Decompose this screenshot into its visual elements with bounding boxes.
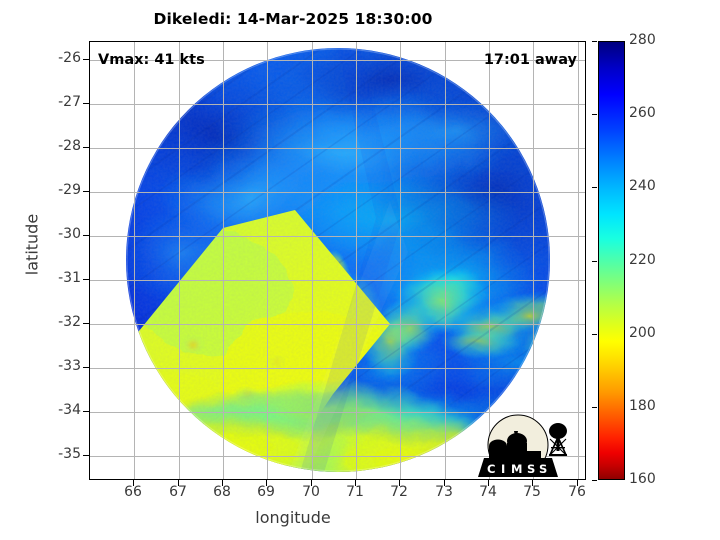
colorbar-tick-label: 180 — [629, 398, 656, 414]
x-tick-label: 70 — [302, 484, 320, 500]
y-tick-label: -33 — [58, 358, 81, 374]
x-tick-label: 68 — [213, 484, 231, 500]
gridline-horizontal — [90, 280, 585, 281]
y-tick — [83, 103, 89, 104]
x-tick-label: 72 — [390, 484, 408, 500]
gridline-horizontal — [90, 412, 585, 413]
y-tick-label: -32 — [58, 314, 81, 330]
y-tick — [83, 367, 89, 368]
water-tower-icon — [548, 423, 568, 456]
colorbar-tick — [592, 114, 597, 115]
gridline-vertical — [312, 42, 313, 479]
colorbar-gradient[interactable] — [598, 41, 625, 480]
x-tick-label: 71 — [346, 484, 364, 500]
y-tick — [83, 191, 89, 192]
y-tick — [83, 279, 89, 280]
x-tick-label: 67 — [169, 484, 187, 500]
vmax-annotation: Vmax: 41 kts — [98, 52, 205, 68]
x-tick-label: 66 — [124, 484, 142, 500]
y-tick — [83, 147, 89, 148]
y-tick-label: -27 — [58, 94, 81, 110]
x-tick — [355, 480, 356, 486]
gridline-horizontal — [90, 148, 585, 149]
colorbar-tick-label: 260 — [629, 105, 656, 121]
gridline-horizontal — [90, 456, 585, 457]
x-tick-label: 73 — [435, 484, 453, 500]
x-tick — [488, 480, 489, 486]
colorbar-tick-label: 160 — [629, 471, 656, 487]
x-tick — [311, 480, 312, 486]
y-tick — [83, 235, 89, 236]
colorbar-tick-label: 200 — [629, 325, 656, 341]
y-tick-label: -28 — [58, 138, 81, 154]
colorbar-tick — [592, 41, 597, 42]
colorbar-tick — [592, 187, 597, 188]
logo-letter: I — [501, 462, 505, 476]
x-tick-label: 69 — [257, 484, 275, 500]
y-tick-label: -29 — [58, 182, 81, 198]
heatmap-plot-area[interactable]: Vmax: 41 kts 17:01 away — [89, 41, 586, 480]
gridline-horizontal — [90, 324, 585, 325]
gridline-vertical — [267, 42, 268, 479]
brightness-temp-swath-image — [90, 42, 585, 479]
x-tick — [133, 480, 134, 486]
x-tick — [532, 480, 533, 486]
y-tick-label: -35 — [58, 446, 81, 462]
gridline-horizontal — [90, 60, 585, 61]
gridline-vertical — [578, 42, 579, 479]
x-tick-label: 75 — [523, 484, 541, 500]
colorbar-tick — [592, 334, 597, 335]
y-tick — [83, 323, 89, 324]
colorbar-tick-label: 280 — [629, 32, 656, 48]
gridline-horizontal — [90, 368, 585, 369]
colorbar-tick — [592, 407, 597, 408]
x-tick-label: 76 — [568, 484, 586, 500]
page-title: Dikeledi: 14-Mar-2025 18:30:00 — [153, 10, 433, 28]
x-tick — [577, 480, 578, 486]
y-tick-label: -31 — [58, 270, 81, 286]
logo-letter: M — [511, 462, 522, 476]
observatory-silhouette — [489, 431, 541, 459]
gridline-vertical — [445, 42, 446, 479]
x-tick — [399, 480, 400, 486]
gridline-vertical — [356, 42, 357, 479]
y-axis-title: latitude — [22, 213, 42, 276]
colorbar-tick — [592, 261, 597, 262]
logo-letter: S — [527, 462, 535, 476]
y-tick-label: -26 — [58, 50, 81, 66]
colorbar-tick-label: 240 — [629, 178, 656, 194]
gridline-vertical — [223, 42, 224, 479]
y-tick — [83, 455, 89, 456]
gridline-vertical — [134, 42, 135, 479]
gridline-vertical — [179, 42, 180, 479]
x-axis-title: longitude — [255, 508, 331, 527]
gridline-vertical — [489, 42, 490, 479]
y-tick — [83, 411, 89, 412]
x-tick-label: 74 — [479, 484, 497, 500]
x-tick — [444, 480, 445, 486]
y-tick-label: -30 — [58, 226, 81, 242]
y-tick-label: -34 — [58, 402, 81, 418]
cimss-logo: C I M S S — [478, 414, 568, 477]
colorbar-tick-label: 220 — [629, 252, 656, 268]
x-tick — [178, 480, 179, 486]
gridline-horizontal — [90, 192, 585, 193]
gridline-horizontal — [90, 236, 585, 237]
gridline-horizontal — [90, 104, 585, 105]
logo-letter: S — [539, 462, 547, 476]
gridline-vertical — [400, 42, 401, 479]
y-tick — [83, 59, 89, 60]
distance-annotation: 17:01 away — [483, 52, 577, 68]
colorbar-tick — [592, 480, 597, 481]
logo-letter: C — [487, 462, 495, 476]
x-tick — [266, 480, 267, 486]
gridline-vertical — [533, 42, 534, 479]
x-tick — [222, 480, 223, 486]
